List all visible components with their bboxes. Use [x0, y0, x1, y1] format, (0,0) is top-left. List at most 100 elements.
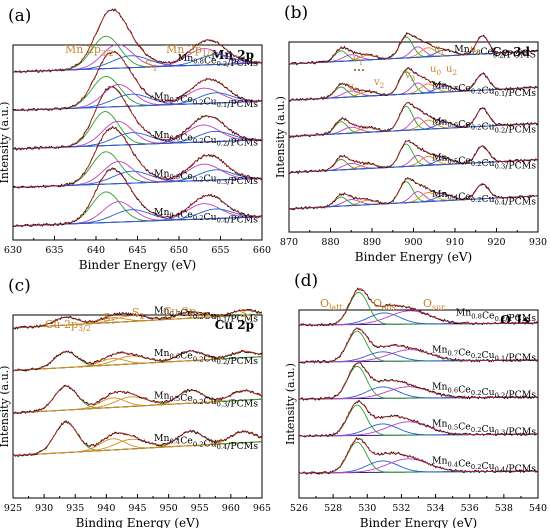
- sample-label: Mn0.5Ce0.2Cu0.3/PCMs: [154, 391, 258, 410]
- panel-label: (a): [8, 6, 31, 26]
- panel-c: (c) Cu 2p 925 930 935 940 945 950 955 960 965 Bindi…: [0, 276, 271, 528]
- x-tick-label: 900: [404, 237, 422, 248]
- sample-label: Mn0.8Ce0.2/PCMs: [178, 53, 258, 69]
- x-tick-label: 528: [324, 503, 342, 514]
- panel-a: (a) Mn 2p 630 635 640 645 650 655 660 Binder Ener…: [0, 6, 271, 272]
- spectrum-3: Mn0.5Ce0.2Cu0.3/PCMs: [12, 125, 263, 189]
- spectrum-2: Mn0.6Ce0.2Cu0.2/PCMs: [12, 85, 263, 151]
- annotation-s1: S1: [103, 311, 116, 326]
- spectrum-2: Mn0.6Ce0.2Cu0.2/PCMs: [288, 101, 539, 138]
- spectrum-4: Mn0.4Ce0.2Cu0.4/PCMs: [288, 177, 539, 211]
- x-tick-label: 930: [35, 503, 53, 514]
- annotation-v1: v1: [352, 54, 363, 67]
- annotation-osur: Osur.: [423, 297, 447, 312]
- spectrum-2: Mn0.6Ce0.2Cu0.2/PCMs: [298, 362, 539, 401]
- annotation-v2: v2: [373, 77, 384, 90]
- envelope-fit: [299, 401, 538, 437]
- x-tick-label: 950: [160, 503, 178, 514]
- x-tick-label: 650: [170, 245, 188, 256]
- sample-label: Mn0.5Ce0.2Cu0.3/PCMs: [154, 168, 258, 187]
- envelope-fit: [12, 350, 263, 371]
- raw-spectrum: [288, 101, 539, 138]
- spectrum-0: Mn0.8Ce0.2/PCMs: [298, 287, 539, 327]
- y-axis-label: Intensity (a.u.): [0, 366, 11, 448]
- sample-label: Mn0.7Ce0.2Cu0.1/PCMs: [154, 306, 258, 325]
- annotation-u1: u1: [434, 44, 445, 57]
- annotation-u3: u3: [470, 44, 481, 57]
- envelope-fit: [299, 288, 538, 326]
- spectrum-1: Mn0.6Ce0.2Cu0.2/PCMs: [12, 348, 263, 372]
- spectrum-3: Mn0.4Ce0.2Cu0.4/PCMs: [12, 420, 263, 457]
- x-tick-label: 640: [87, 245, 105, 256]
- spectrum-0: Mn0.7Ce0.2Cu0.1/PCMs: [12, 306, 263, 330]
- sample-label: Mn0.4Ce0.2Cu0.4/PCMs: [154, 207, 258, 226]
- annotation-mn2p32: Mn 2p3/2: [65, 43, 114, 58]
- annotation-u0: u0: [430, 64, 441, 77]
- sample-label: Mn0.7Ce0.2Cu0.1/PCMs: [432, 345, 536, 364]
- sample-label: Mn0.8Ce0.2/PCMS: [454, 44, 536, 60]
- x-tick-label: 935: [66, 503, 84, 514]
- x-tick-label: 540: [529, 503, 547, 514]
- envelope-fit: [13, 127, 262, 188]
- raw-spectrum: [288, 67, 539, 102]
- x-tick-label: 532: [392, 503, 410, 514]
- envelope-fit: [299, 362, 538, 400]
- spectrum-1: Mn0.7Ce0.2Cu0.1/PCMs: [12, 50, 263, 112]
- sample-label: Mn0.7Ce0.2Cu0.1/PCMs: [154, 91, 258, 110]
- panel-label: (d): [294, 271, 318, 291]
- spectrum-3: Mn0.5Ce0.2Cu0.3/PCMs: [288, 139, 539, 175]
- x-tick-label: 645: [128, 245, 146, 256]
- x-tick-label: 880: [321, 237, 339, 248]
- annotation-cu2p32: Cu 2p3/2: [45, 318, 91, 333]
- spectrum-2: Mn0.5Ce0.2Cu0.3/PCMs: [12, 384, 263, 415]
- envelope-fit: [13, 51, 262, 111]
- envelope-fit: [12, 310, 263, 329]
- envelope-fit: [13, 86, 262, 150]
- spectrum-4: Mn0.4Ce0.2Cu0.4/PCMs: [298, 436, 539, 475]
- envelope-fit: [288, 178, 539, 210]
- sample-label: Mn0.6Ce0.2Cu0.2/PCMs: [432, 382, 536, 401]
- sample-label: Mn0.6Ce0.2Cu0.2/PCMs: [154, 130, 258, 149]
- x-tick-label: 530: [358, 503, 376, 514]
- x-tick-label: 890: [363, 237, 381, 248]
- fitted-peak: [12, 350, 263, 371]
- x-tick-label: 940: [97, 503, 115, 514]
- x-tick-label: 925: [4, 503, 22, 514]
- panel-label: (c): [8, 276, 31, 296]
- x-axis-label: Binder Energy (eV): [360, 516, 477, 528]
- envelope-fit: [288, 140, 539, 173]
- y-axis-label: Intensity (a.u.): [284, 363, 297, 445]
- x-tick-label: 910: [446, 237, 464, 248]
- envelope-fit: [12, 421, 263, 456]
- annotation-olatt: Olatt.: [320, 297, 345, 312]
- fitted-peak: [12, 431, 263, 456]
- annotation-s2: S2: [132, 306, 145, 321]
- envelope-fit: [288, 33, 539, 65]
- x-tick-label: 660: [253, 245, 271, 256]
- sample-label: Mn0.6Ce0.2Cu0.2/PCMs: [432, 116, 536, 135]
- envelope-fit: [288, 102, 539, 137]
- sample-label: Mn0.8Ce0.2/PCMs: [456, 308, 536, 324]
- raw-spectrum: [298, 327, 539, 364]
- spectrum-0: Mn0.8Ce0.2/PCMS: [288, 32, 539, 66]
- x-tick-label: 920: [487, 237, 505, 248]
- fitted-peak: [12, 390, 263, 414]
- x-tick-label: 635: [45, 245, 63, 256]
- sample-label: Mn0.4Ce0.2Cu0.4/PCMs: [154, 433, 258, 452]
- panel-label: (b): [284, 3, 308, 23]
- sample-label: Mn0.6Ce0.2Cu0.2/PCMs: [154, 348, 258, 367]
- spectrum-1: Mn0.7Ce0.2Cu0.1/PCMs: [298, 327, 539, 364]
- sample-label: Mn0.5Ce0.2Cu0.3/PCMs: [432, 153, 536, 172]
- y-axis-label: Intensity (a.u.): [0, 102, 11, 184]
- x-tick-label: 965: [253, 503, 271, 514]
- x-tick-label: 930: [529, 237, 547, 248]
- sample-label: Mn0.7Ce0.2Cu0.1/PCMs: [432, 80, 536, 99]
- envelope-fit: [299, 327, 538, 363]
- element-label: Cu 2p: [215, 318, 254, 332]
- spectrum-1: Mn0.7Ce0.2Cu0.1/PCMs: [288, 67, 539, 102]
- x-tick-label: 536: [461, 503, 479, 514]
- envelope-fit: [12, 385, 263, 414]
